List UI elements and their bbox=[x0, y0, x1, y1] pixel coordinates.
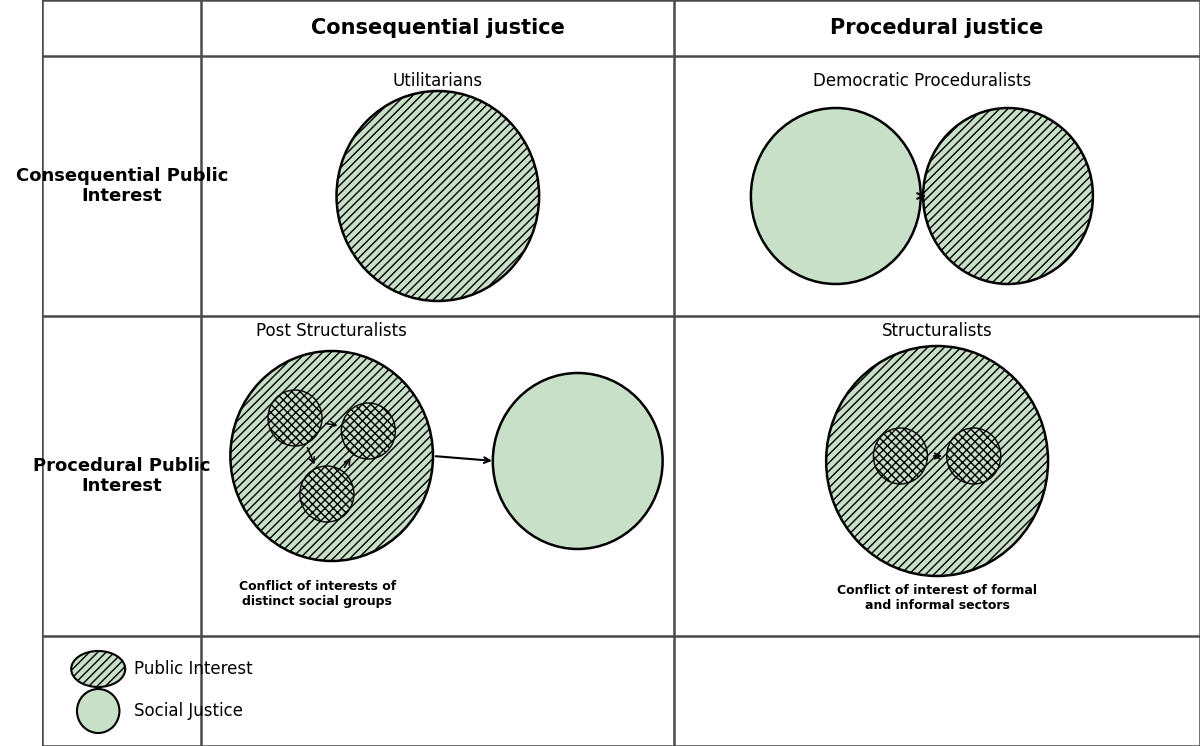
Circle shape bbox=[493, 373, 662, 549]
Circle shape bbox=[947, 428, 1001, 484]
Text: Post Structuralists: Post Structuralists bbox=[257, 322, 407, 340]
Circle shape bbox=[341, 403, 395, 459]
Circle shape bbox=[923, 108, 1093, 284]
Text: Utilitarians: Utilitarians bbox=[392, 72, 482, 90]
Text: Democratic Proceduralists: Democratic Proceduralists bbox=[814, 72, 1032, 90]
Circle shape bbox=[230, 351, 433, 561]
Circle shape bbox=[751, 108, 920, 284]
Text: Public Interest: Public Interest bbox=[134, 660, 252, 678]
Text: Procedural justice: Procedural justice bbox=[830, 18, 1044, 38]
Text: Structuralists: Structuralists bbox=[882, 322, 992, 340]
Circle shape bbox=[874, 428, 928, 484]
Circle shape bbox=[300, 466, 354, 522]
Text: Conflict of interest of formal
and informal sectors: Conflict of interest of formal and infor… bbox=[838, 584, 1037, 612]
Circle shape bbox=[268, 390, 322, 446]
Text: Social Justice: Social Justice bbox=[134, 702, 242, 720]
Text: Consequential Public
Interest: Consequential Public Interest bbox=[16, 166, 228, 205]
Circle shape bbox=[77, 689, 120, 733]
Circle shape bbox=[826, 346, 1048, 576]
Text: Conflict of interests of
distinct social groups: Conflict of interests of distinct social… bbox=[239, 580, 396, 608]
Text: Procedural Public
Interest: Procedural Public Interest bbox=[34, 457, 210, 495]
Ellipse shape bbox=[71, 651, 125, 687]
Circle shape bbox=[336, 91, 539, 301]
Text: Consequential justice: Consequential justice bbox=[311, 18, 565, 38]
